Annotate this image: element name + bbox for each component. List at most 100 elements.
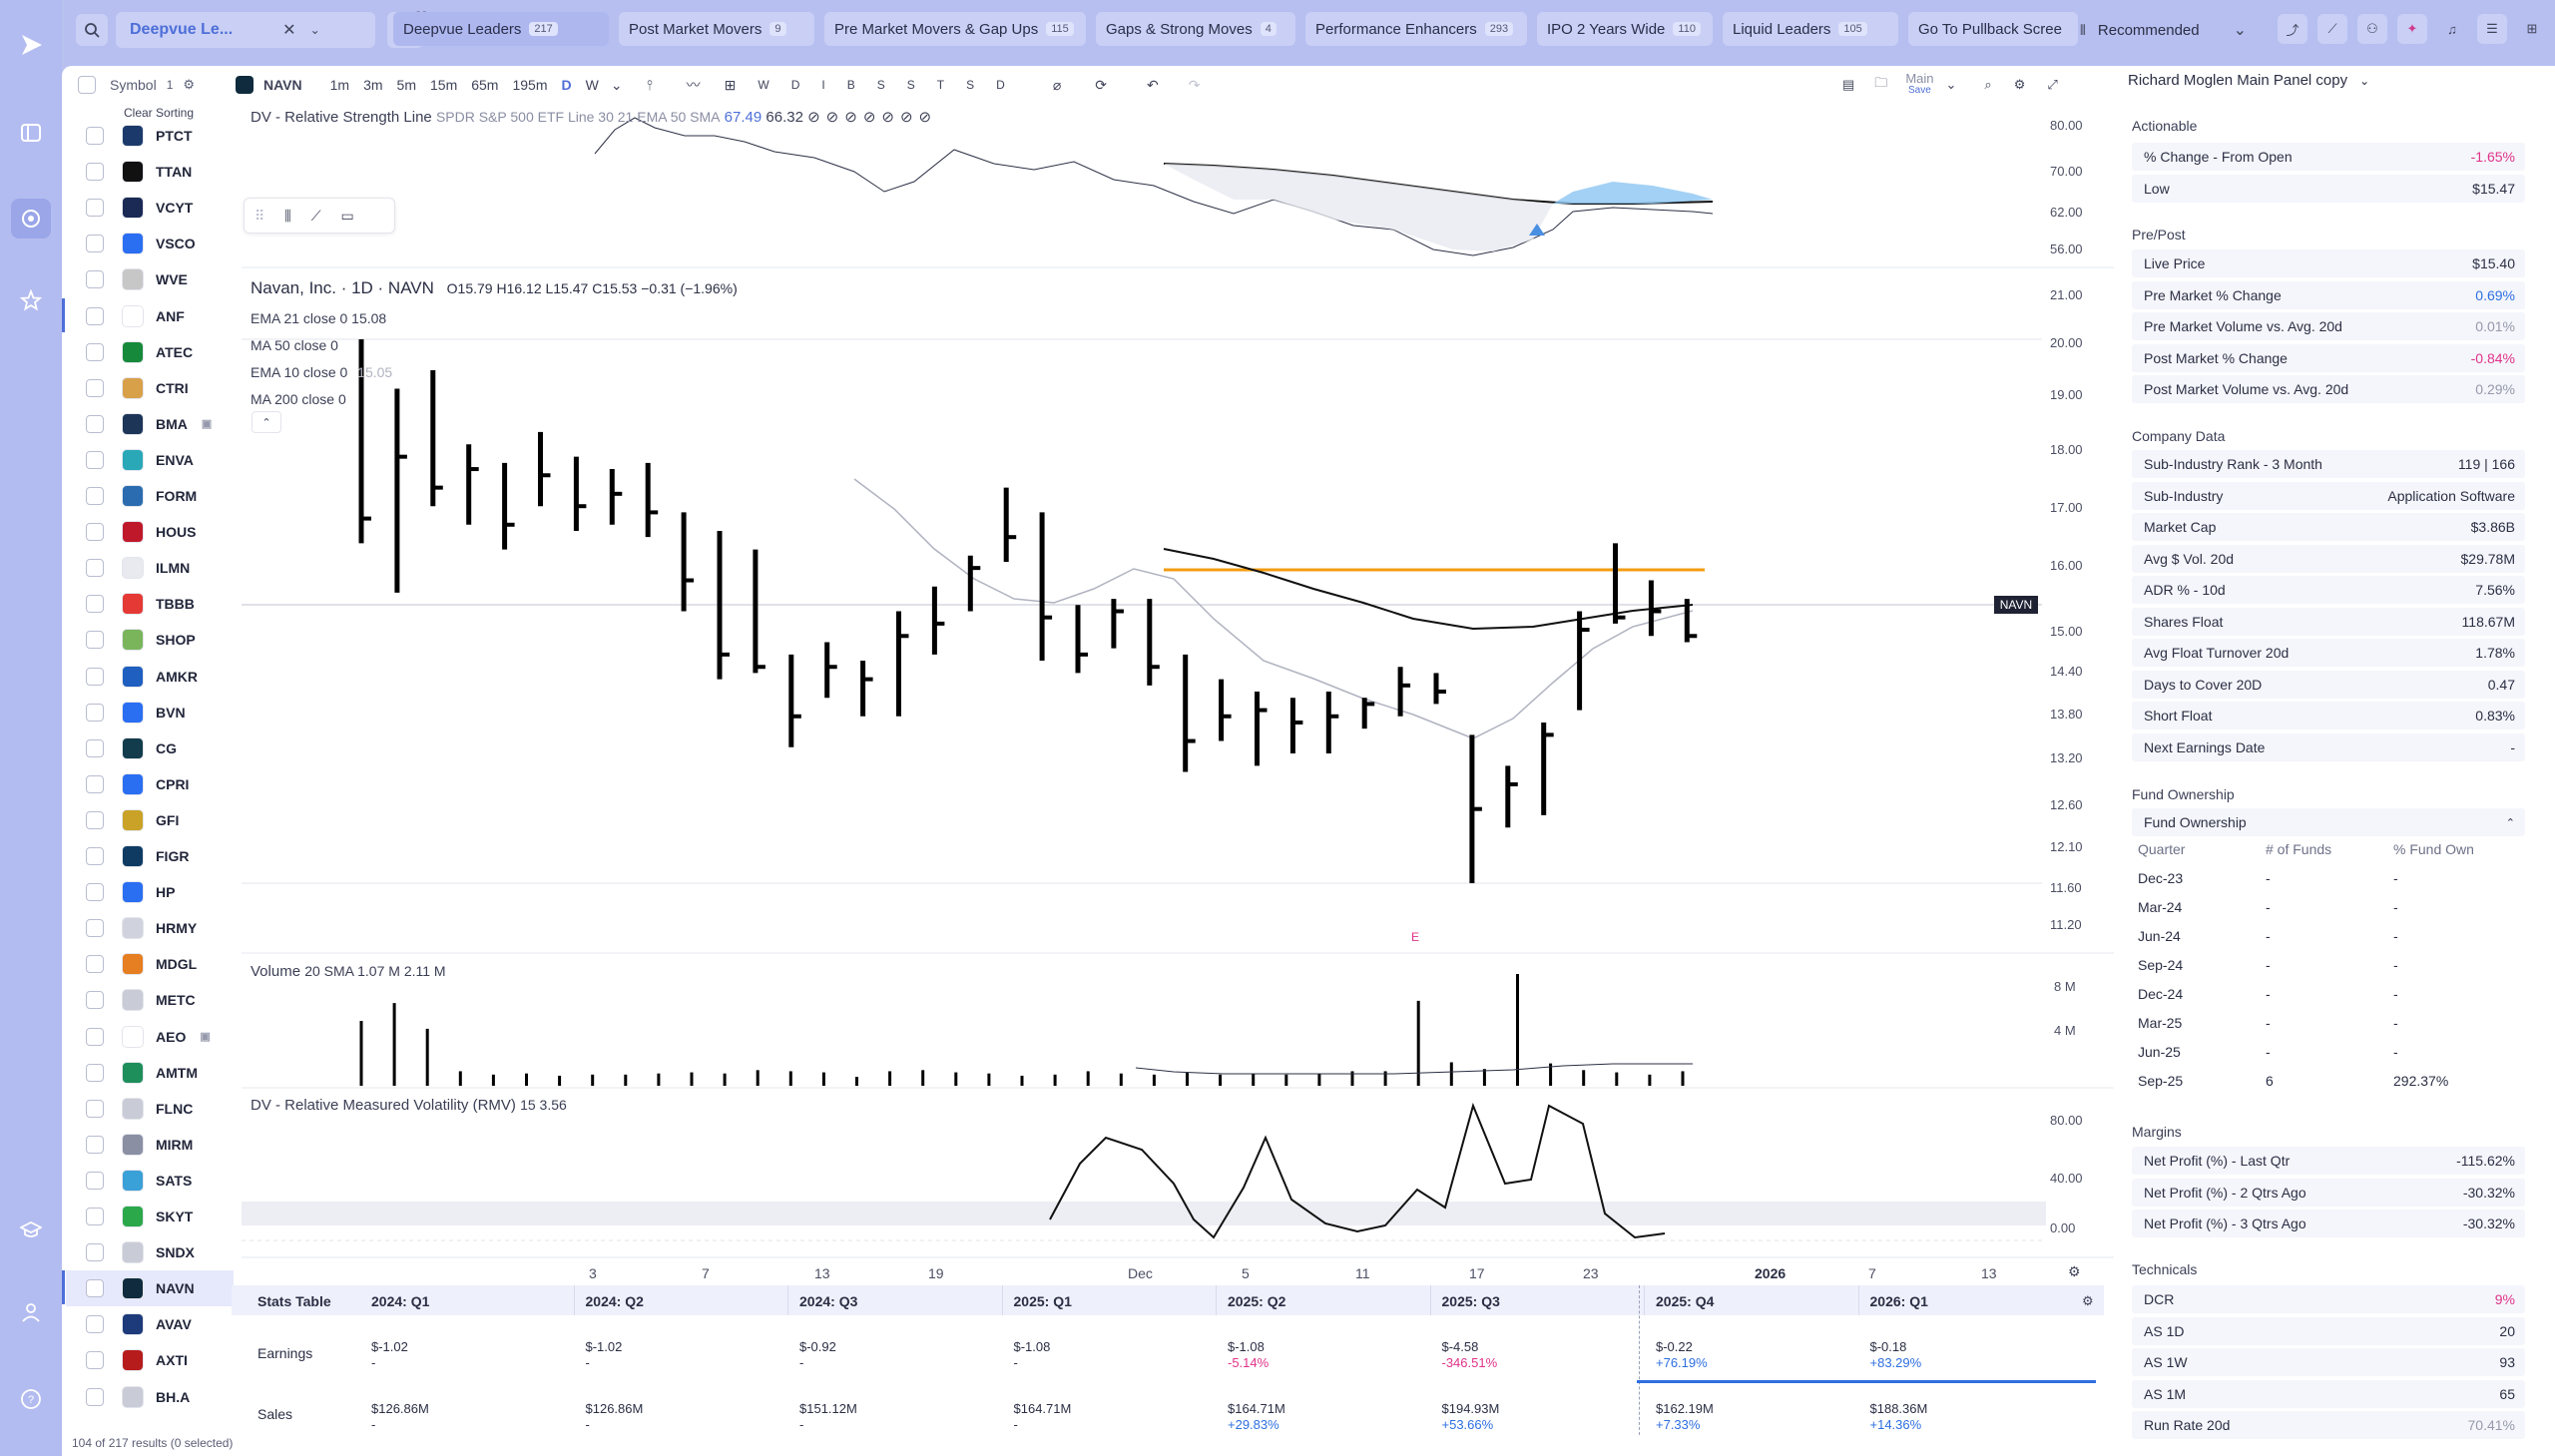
metric-row[interactable]: Net Profit (%) - Last Qtr -115.62%: [2132, 1147, 2525, 1175]
row-checkbox[interactable]: [86, 1351, 104, 1370]
stats-column-header[interactable]: 2024: Q1: [371, 1293, 430, 1309]
collapse-legend-button[interactable]: ⌃: [252, 411, 281, 433]
star-icon[interactable]: [14, 283, 48, 317]
list-view-icon[interactable]: ☰: [2477, 14, 2507, 44]
row-checkbox[interactable]: [86, 1279, 104, 1298]
list-item[interactable]: VSCO: [66, 226, 234, 261]
metric-row[interactable]: Net Profit (%) - 2 Qtrs Ago -30.32%: [2132, 1178, 2525, 1207]
list-item[interactable]: ANF: [66, 298, 234, 334]
list-item[interactable]: PTCT: [66, 118, 234, 154]
list-item[interactable]: CG: [66, 730, 234, 766]
ema21-legend[interactable]: EMA 21 close 0 15.08: [251, 310, 387, 326]
share-icon[interactable]: ⤴: [2278, 14, 2307, 44]
metric-row[interactable]: % Change - From Open -1.65%: [2132, 143, 2525, 171]
person-icon[interactable]: ⚇: [2357, 14, 2387, 44]
gear-icon[interactable]: ⚙: [2013, 77, 2026, 92]
tab-7[interactable]: Go To Pullback Scree: [1908, 12, 2078, 46]
row-checkbox[interactable]: [86, 883, 104, 902]
row-checkbox[interactable]: [86, 163, 104, 182]
toolbar-symbol[interactable]: NAVN: [263, 77, 302, 93]
row-checkbox[interactable]: [86, 919, 104, 938]
metric-row[interactable]: Market Cap $3.86B: [2132, 513, 2525, 541]
row-checkbox[interactable]: [86, 1099, 104, 1118]
metric-row[interactable]: DCR 9%: [2132, 1285, 2525, 1313]
ema10-legend[interactable]: EMA 10 close 0 15.05: [251, 359, 392, 386]
quick-letter[interactable]: W: [758, 78, 769, 92]
metric-row[interactable]: Shares Float 118.67M: [2132, 607, 2525, 636]
metric-row[interactable]: Sub-Industry Application Software: [2132, 481, 2525, 510]
row-checkbox[interactable]: [86, 342, 104, 361]
quick-letter[interactable]: S: [876, 78, 885, 92]
save-label[interactable]: Save: [1908, 85, 1931, 96]
metric-row[interactable]: Low $15.47: [2132, 174, 2525, 203]
row-checkbox[interactable]: [86, 991, 104, 1010]
list-item[interactable]: FORM: [66, 478, 234, 514]
quick-letter[interactable]: T: [936, 78, 945, 92]
volume-legend[interactable]: Volume 20 SMA 1.07 M 2.11 M: [251, 963, 446, 980]
row-checkbox[interactable]: [86, 559, 104, 578]
grid-view-icon[interactable]: ⊞: [2526, 21, 2538, 36]
row-checkbox[interactable]: [86, 270, 104, 289]
watchlist-select[interactable]: Deepvue Le... ✕ ⌄: [116, 12, 375, 48]
symbol-header[interactable]: Symbol: [110, 77, 157, 93]
interval-195m[interactable]: 195m: [512, 77, 548, 93]
tab-6[interactable]: Liquid Leaders 105: [1723, 12, 1898, 46]
rs-legend[interactable]: DV - Relative Strength Line SPDR S&P 500…: [251, 108, 937, 126]
home-icon[interactable]: [14, 116, 48, 150]
metric-row[interactable]: Sub-Industry Rank - 3 Month 119 | 166: [2132, 450, 2525, 478]
trendline-icon[interactable]: ⟋: [310, 207, 321, 224]
row-checkbox[interactable]: [86, 810, 104, 829]
metric-row[interactable]: Avg Float Turnover 20d 1.78%: [2132, 639, 2525, 667]
metric-row[interactable]: Next Earnings Date -: [2132, 732, 2525, 761]
list-item[interactable]: AXTI: [66, 1342, 234, 1378]
quick-letter[interactable]: D: [996, 78, 1005, 92]
list-item[interactable]: AEO ▣: [66, 1019, 234, 1055]
list-item[interactable]: BH.A: [66, 1379, 234, 1415]
stats-column-header[interactable]: 2026: Q1: [1869, 1293, 1928, 1309]
logo-play-icon[interactable]: [14, 28, 48, 62]
layout-icon[interactable]: ▤: [1842, 77, 1855, 92]
tab-0[interactable]: Deepvue Leaders 217: [393, 12, 609, 46]
bar-type-icon[interactable]: ⫯: [646, 76, 653, 93]
list-item[interactable]: ENVA: [66, 442, 234, 478]
tab-1[interactable]: Post Market Movers 9: [619, 12, 814, 46]
list-item[interactable]: ILMN: [66, 550, 234, 586]
list-item[interactable]: HRMY: [66, 910, 234, 946]
education-icon[interactable]: [14, 1213, 48, 1247]
sort-select[interactable]: ⫴ Recommended ⌄: [2080, 16, 2309, 44]
tab-2[interactable]: Pre Market Movers & Gap Ups 115: [824, 12, 1086, 46]
stats-column-header[interactable]: 2025: Q4: [1656, 1293, 1715, 1309]
list-item[interactable]: HP: [66, 874, 234, 910]
interval-65m[interactable]: 65m: [471, 77, 499, 93]
metric-row[interactable]: Days to Cover 20D 0.47: [2132, 670, 2525, 699]
row-checkbox[interactable]: [86, 1171, 104, 1190]
fund-ownership-toggle[interactable]: Fund Ownership ⌃: [2132, 808, 2525, 836]
quick-letter[interactable]: I: [821, 78, 825, 92]
gear-icon[interactable]: ⚙: [2082, 1293, 2094, 1308]
ma50-legend[interactable]: MA 50 close 0: [251, 337, 338, 353]
list-item[interactable]: WVE: [66, 261, 234, 297]
search-icon[interactable]: [76, 14, 108, 46]
templates-icon[interactable]: ⊞: [724, 76, 737, 93]
metric-row[interactable]: AS 1W 93: [2132, 1348, 2525, 1376]
row-checkbox[interactable]: [86, 1027, 104, 1046]
bell-icon[interactable]: ♫: [2447, 21, 2457, 37]
erase-icon[interactable]: ⌀: [1052, 76, 1062, 93]
metric-row[interactable]: Avg $ Vol. 20d $29.78M: [2132, 544, 2525, 573]
refresh-icon[interactable]: ⟳: [1095, 76, 1107, 93]
chart-area[interactable]: E NAVN: [236, 100, 2120, 1287]
list-item[interactable]: SKYT: [66, 1199, 234, 1234]
list-item[interactable]: FLNC: [66, 1091, 234, 1127]
select-all-checkbox[interactable]: [78, 76, 96, 94]
fullscreen-icon[interactable]: ⤢: [2047, 77, 2058, 92]
list-item[interactable]: FIGR: [66, 838, 234, 874]
row-checkbox[interactable]: [86, 1135, 104, 1154]
stats-column-header[interactable]: 2025: Q1: [1013, 1293, 1072, 1309]
row-checkbox[interactable]: [86, 199, 104, 218]
list-item[interactable]: ATEC: [66, 334, 234, 370]
metric-row[interactable]: Pre Market % Change 0.69%: [2132, 280, 2525, 309]
help-icon[interactable]: ?: [14, 1382, 48, 1416]
list-item[interactable]: TTAN: [66, 154, 234, 190]
list-item[interactable]: AMKR: [66, 659, 234, 695]
metric-row[interactable]: Post Market % Change -0.84%: [2132, 343, 2525, 372]
